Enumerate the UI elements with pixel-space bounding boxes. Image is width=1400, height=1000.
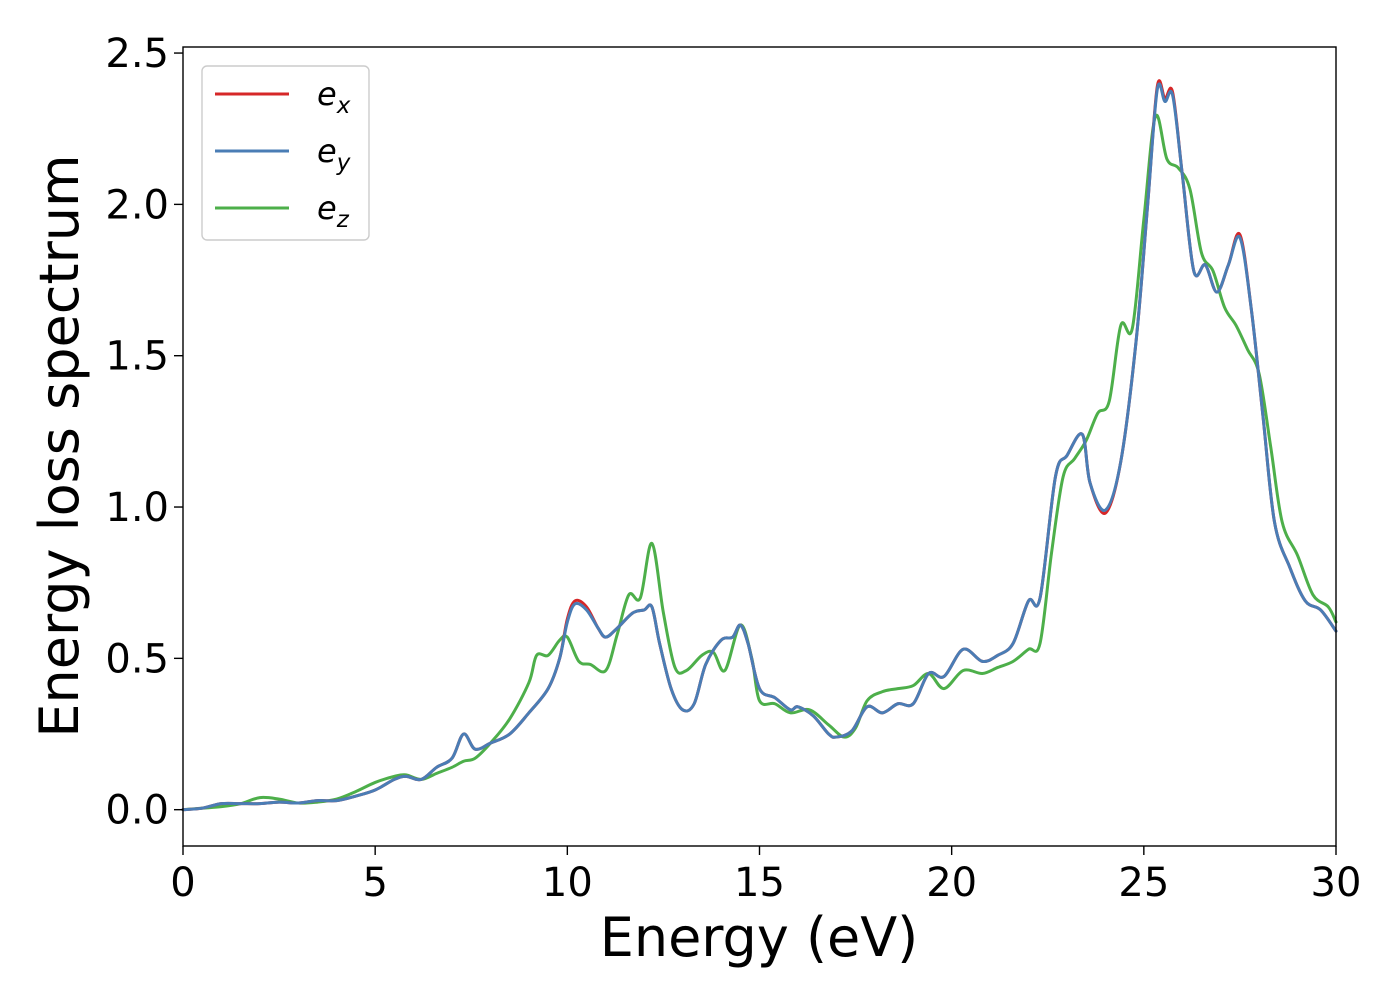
x-tick-label: 0	[170, 860, 195, 906]
legend-label-e-x: ex	[317, 75, 351, 119]
y-tick-label: 0.0	[105, 788, 169, 834]
legend-box	[201, 65, 370, 241]
x-tick-label: 25	[1118, 860, 1169, 906]
plot-lines	[181, 79, 1338, 812]
legend: ex ey ez	[201, 65, 370, 241]
legend-label-e-y: ey	[317, 132, 351, 176]
y-tick-label: 1.0	[105, 485, 169, 531]
y-tick-label: 2.0	[105, 182, 169, 228]
y-tick-label: 0.5	[105, 636, 169, 682]
series-line-e-z	[181, 113, 1338, 812]
x-axis: 0 5 10 15 20 25 30	[170, 846, 1361, 906]
y-tick-label: 2.5	[105, 31, 169, 77]
series-line-e-y	[181, 82, 1338, 812]
x-tick-label: 30	[1311, 860, 1362, 906]
x-tick-label: 15	[734, 860, 785, 906]
x-tick-label: 5	[362, 860, 387, 906]
x-tick-label: 10	[542, 860, 593, 906]
y-axis-label: Energy loss spectrum	[28, 154, 91, 737]
y-axis: 0.0 0.5 1.0 1.5 2.0 2.5	[105, 31, 183, 834]
x-axis-label: Energy (eV)	[600, 906, 919, 969]
x-tick-label: 20	[926, 860, 977, 906]
legend-label-e-z: ez	[317, 189, 350, 233]
y-tick-label: 1.5	[105, 334, 169, 380]
